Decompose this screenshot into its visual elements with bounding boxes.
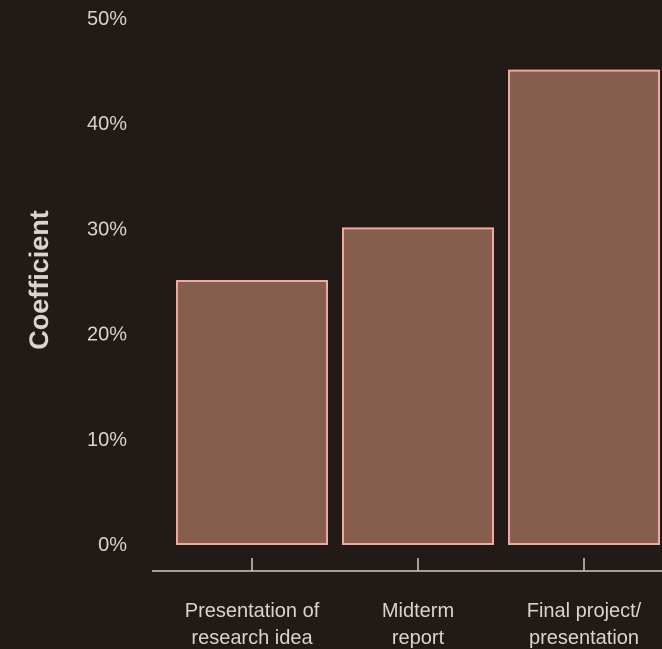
x-tick-label: Midterm report bbox=[382, 600, 454, 649]
y-tick-label: 30% bbox=[87, 218, 127, 240]
x-tick-label: Presentation of research idea bbox=[185, 600, 320, 649]
bar bbox=[508, 69, 660, 545]
y-tick-label: 40% bbox=[87, 113, 127, 135]
y-tick-labels: 0% 10% 20% 30% 40% 50% bbox=[87, 8, 127, 556]
x-tick-labels: Presentation of research idea Midterm repor… bbox=[185, 600, 642, 649]
y-tick-label: 20% bbox=[87, 324, 127, 346]
x-tick-label: Final project/presentation bbox=[527, 600, 642, 649]
x-ticks bbox=[251, 558, 585, 571]
bar bbox=[342, 227, 494, 545]
y-tick-label: 50% bbox=[87, 8, 127, 30]
y-tick-label: 10% bbox=[87, 429, 127, 451]
bars-layer bbox=[176, 69, 660, 545]
y-tick-label: 0% bbox=[98, 534, 127, 556]
y-axis-title: Coefficient bbox=[24, 210, 54, 350]
bar bbox=[176, 280, 328, 545]
